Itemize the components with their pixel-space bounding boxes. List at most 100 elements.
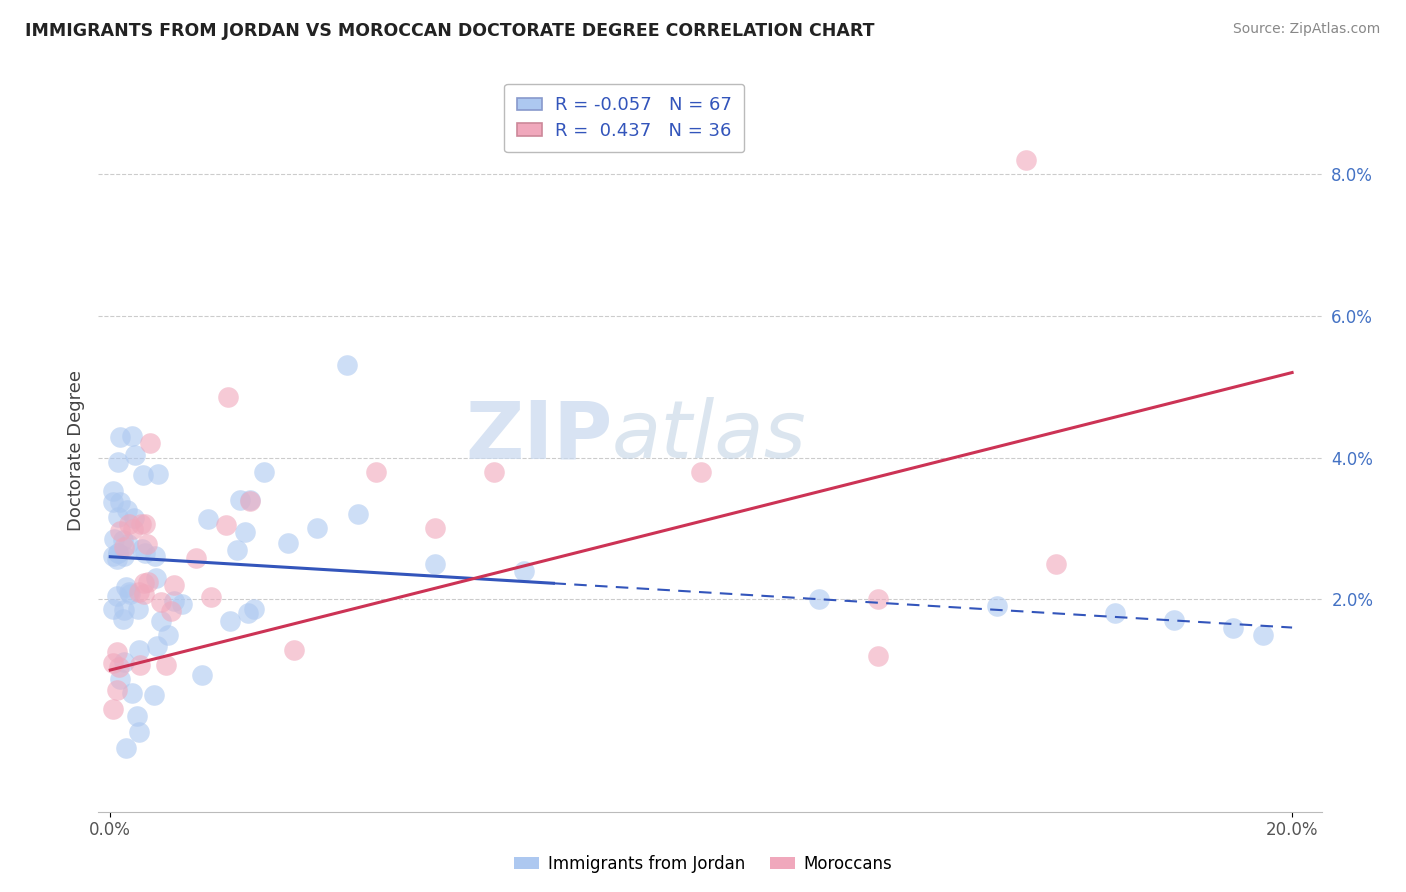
Point: [150, 595, 173, 609]
Point: [484, 465, 506, 479]
Point: [112, 656, 135, 670]
Point: [172, 597, 194, 611]
Point: [217, 390, 239, 404]
Point: [148, 467, 170, 482]
Point: [107, 659, 129, 673]
Point: [107, 509, 129, 524]
Text: IMMIGRANTS FROM JORDAN VS MOROCCAN DOCTORATE DEGREE CORRELATION CHART: IMMIGRANTS FROM JORDAN VS MOROCCAN DOCTO…: [25, 22, 875, 40]
Point: [105, 683, 128, 698]
Point: [1015, 153, 1038, 167]
Point: [425, 521, 447, 535]
Point: [128, 642, 150, 657]
Point: [127, 601, 149, 615]
Point: [103, 484, 125, 499]
Point: [868, 648, 890, 663]
Point: [163, 593, 186, 607]
Point: [283, 642, 305, 657]
Point: [238, 606, 260, 620]
Point: [105, 645, 128, 659]
Point: [155, 657, 177, 672]
Y-axis label: Doctorate Degree: Doctorate Degree: [66, 370, 84, 531]
Point: [184, 550, 207, 565]
Point: [112, 549, 135, 563]
Point: [986, 599, 1008, 614]
Point: [1163, 614, 1185, 628]
Point: [347, 507, 370, 521]
Point: [145, 571, 167, 585]
Point: [118, 587, 141, 601]
Point: [134, 576, 156, 591]
Legend: R = -0.057   N = 67, R =  0.437   N = 36: R = -0.057 N = 67, R = 0.437 N = 36: [505, 84, 744, 153]
Point: [197, 512, 219, 526]
Point: [239, 494, 262, 508]
Point: [131, 541, 153, 556]
Point: [108, 672, 131, 686]
Point: [129, 658, 152, 673]
Point: [111, 533, 134, 548]
Point: [132, 587, 155, 601]
Point: [366, 465, 388, 479]
Point: [1222, 621, 1244, 635]
Point: [128, 724, 150, 739]
Point: [105, 589, 128, 603]
Point: [200, 590, 222, 604]
Point: [115, 741, 138, 756]
Point: [513, 564, 536, 578]
Point: [121, 686, 143, 700]
Point: [103, 549, 125, 563]
Legend: Immigrants from Jordan, Moroccans: Immigrants from Jordan, Moroccans: [508, 848, 898, 880]
Point: [122, 522, 145, 536]
Point: [112, 541, 135, 555]
Point: [1251, 627, 1274, 641]
Point: [142, 689, 165, 703]
Point: [253, 465, 276, 479]
Point: [808, 592, 831, 607]
Point: [108, 430, 131, 444]
Point: [112, 603, 135, 617]
Point: [117, 537, 139, 551]
Point: [149, 614, 172, 628]
Point: [336, 359, 359, 373]
Point: [103, 602, 125, 616]
Point: [276, 535, 298, 549]
Point: [107, 546, 129, 560]
Point: [215, 517, 238, 532]
Point: [114, 580, 136, 594]
Point: [229, 493, 252, 508]
Text: atlas: atlas: [612, 397, 807, 475]
Point: [118, 585, 141, 599]
Point: [103, 495, 125, 509]
Point: [868, 592, 890, 607]
Point: [163, 578, 186, 592]
Text: Source: ZipAtlas.com: Source: ZipAtlas.com: [1233, 22, 1381, 37]
Point: [1104, 607, 1126, 621]
Point: [219, 614, 242, 628]
Point: [108, 524, 131, 539]
Point: [146, 639, 169, 653]
Point: [138, 436, 160, 450]
Point: [103, 657, 125, 671]
Point: [122, 511, 145, 525]
Point: [129, 516, 152, 531]
Point: [107, 546, 129, 560]
Point: [136, 574, 159, 589]
Point: [1045, 557, 1067, 571]
Point: [117, 503, 139, 517]
Point: [233, 525, 256, 540]
Point: [131, 468, 153, 483]
Point: [108, 494, 131, 508]
Point: [128, 584, 150, 599]
Point: [124, 448, 146, 462]
Point: [156, 628, 179, 642]
Point: [239, 493, 262, 508]
Point: [307, 521, 329, 535]
Point: [690, 465, 713, 479]
Point: [225, 542, 247, 557]
Text: ZIP: ZIP: [465, 397, 612, 475]
Point: [118, 516, 141, 531]
Point: [425, 557, 447, 571]
Point: [134, 546, 156, 560]
Point: [121, 429, 143, 443]
Point: [143, 549, 166, 563]
Point: [103, 702, 125, 716]
